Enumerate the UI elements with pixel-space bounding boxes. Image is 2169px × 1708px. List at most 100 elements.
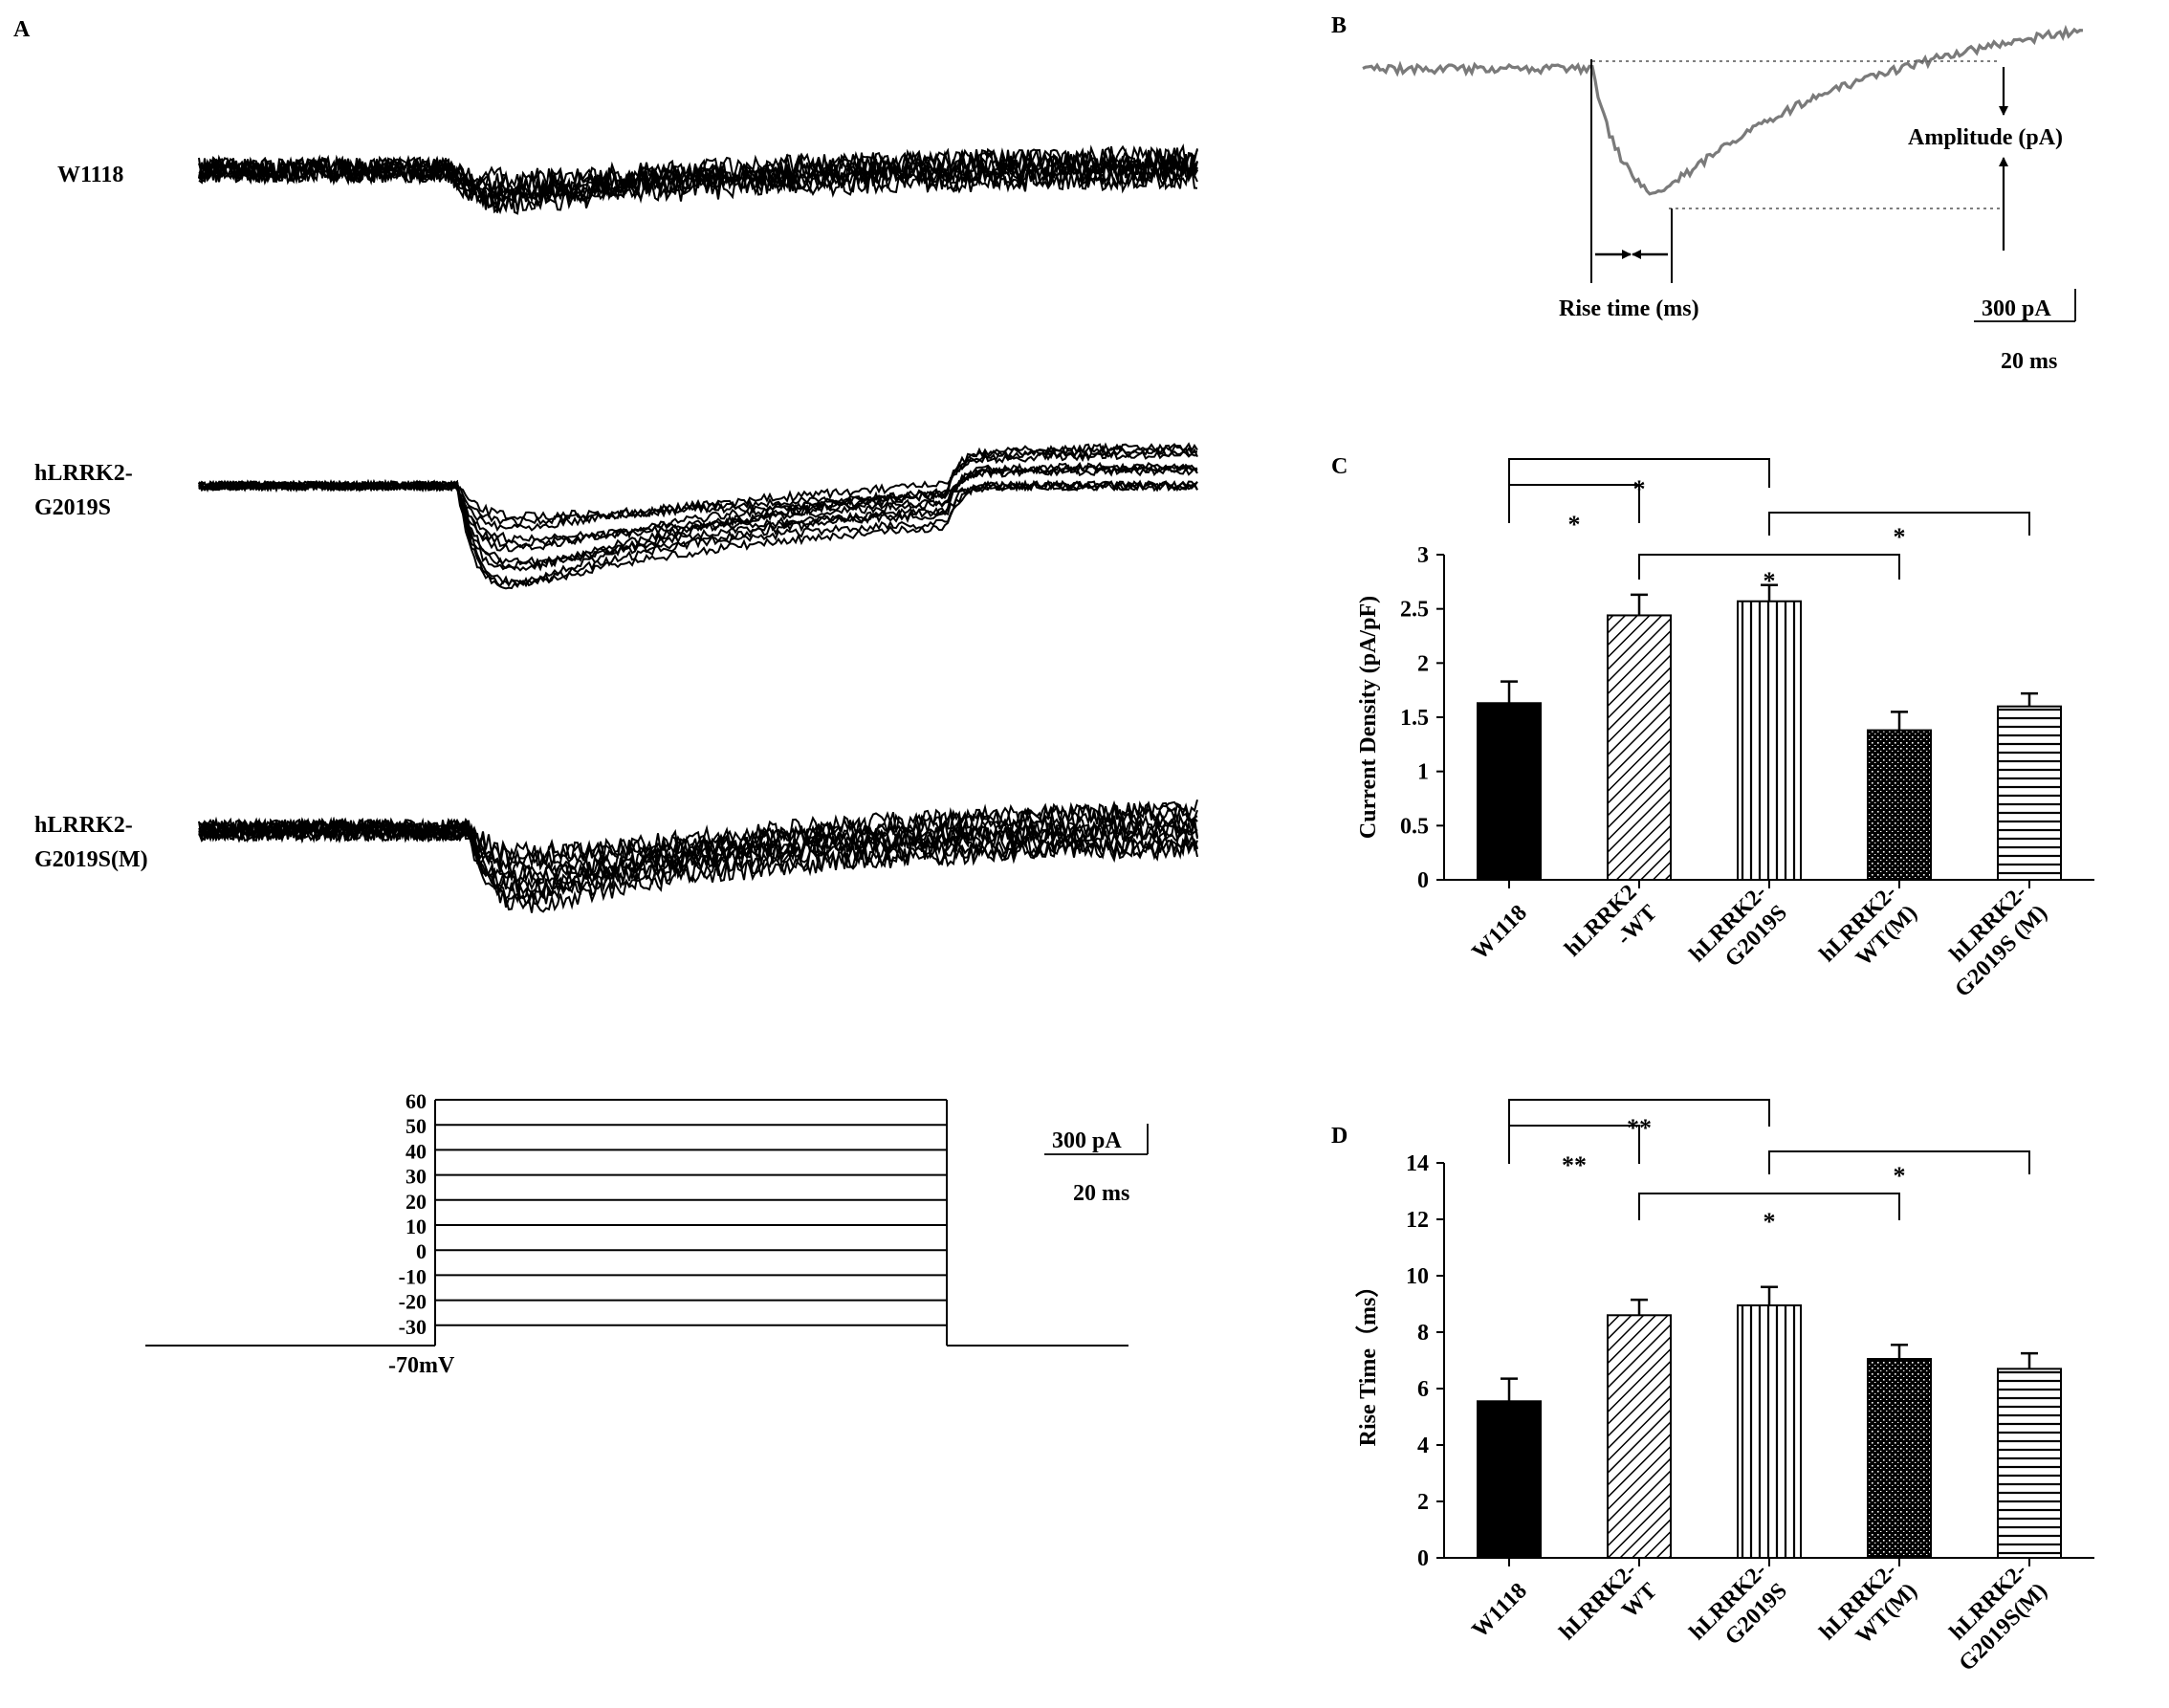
bar [1607, 614, 1672, 881]
x-tick-label: hLRRK2-G2019S [1685, 1558, 1792, 1650]
current-trace [198, 444, 1198, 572]
x-tick-label: W1118 [1467, 1579, 1531, 1643]
protocol-step-lines [145, 1099, 1128, 1347]
x-tick-label-line: W1118 [1467, 901, 1531, 965]
significance-marker: * [1894, 523, 1906, 551]
current-traces-g2019s [198, 442, 1198, 590]
x-tick-label: hLRRK2-G2019S [1685, 880, 1792, 972]
y-tick-label: 0 [1417, 1546, 1429, 1571]
trace-label-line: G2019S [34, 495, 111, 520]
panel-a-label: A [13, 17, 31, 42]
bar [1737, 600, 1802, 881]
current-trace [198, 442, 1198, 590]
significance-bracket [1508, 1125, 1640, 1164]
voltage-step-label: 10 [405, 1215, 427, 1238]
bar [1477, 702, 1542, 881]
scale-bar-a: 300 pA 20 ms [1044, 1124, 1149, 1206]
panel-a: A W1118 hLRRK2- G2019S hLRRK2- G2019S(M)… [13, 17, 1198, 1378]
significance-bracket [1638, 1193, 1900, 1220]
scale-bar-current-label: 300 pA [1052, 1128, 1122, 1153]
trace-label-line: W1118 [57, 163, 123, 187]
current-trace [198, 817, 1198, 910]
trace-label-line: hLRRK2- [34, 461, 133, 486]
example-current-trace [1362, 24, 2084, 196]
voltage-step-label: 20 [405, 1190, 427, 1214]
current-trace [198, 800, 1198, 905]
significance-marker: * [1764, 567, 1776, 595]
voltage-step-label: 50 [405, 1114, 427, 1138]
x-tick-label: hLRRK2-WT [1555, 1558, 1662, 1645]
bar [1607, 1314, 1672, 1560]
significance-marker: * [1894, 1162, 1906, 1190]
y-tick-label: 2.5 [1400, 598, 1429, 623]
significance-marker: ** [1562, 1151, 1587, 1179]
bar [1737, 1303, 1802, 1559]
current-trace [198, 145, 1198, 214]
voltage-step-label: -10 [399, 1264, 427, 1288]
y-tick-label: 2 [1417, 651, 1429, 676]
significance-bracket [1508, 484, 1640, 523]
y-tick-label: 6 [1417, 1377, 1429, 1402]
y-tick-label: 3 [1417, 543, 1429, 568]
voltage-step-label: 0 [416, 1239, 427, 1263]
panel-d-label: D [1331, 1124, 1347, 1149]
current-traces-g2019s-m [198, 799, 1198, 913]
scale-bar-b: 300 pA 20 ms [1974, 289, 2076, 374]
bar [1867, 1358, 1932, 1560]
x-tick-label: hLRRK2-WT [1560, 880, 1662, 961]
y-tick-label: 1 [1417, 760, 1429, 785]
significance-marker: ** [1627, 1114, 1652, 1142]
significance-marker: * [1764, 1208, 1776, 1236]
panel-c-label: C [1331, 454, 1347, 479]
y-axis-title: Rise Time（ms） [1355, 1275, 1381, 1447]
voltage-step-label: -20 [399, 1290, 427, 1314]
significance-bracket [1768, 512, 2030, 536]
y-tick-label: 0.5 [1400, 814, 1429, 839]
current-traces-w1118 [198, 143, 1198, 215]
y-tick-label: 2 [1417, 1490, 1429, 1515]
voltage-step-label: -30 [399, 1315, 427, 1339]
x-tick-label-line: W1118 [1467, 1579, 1531, 1643]
bar [1867, 729, 1932, 881]
x-tick-label: hLRRK2-WT(M) [1815, 880, 1922, 971]
current-trace [198, 479, 1198, 566]
y-tick-label: 14 [1406, 1151, 1429, 1176]
y-tick-label: 12 [1406, 1208, 1429, 1233]
x-tick-label: hLRRK2-G2019S (M) [1945, 880, 2052, 1002]
bar [1997, 705, 2062, 882]
voltage-step-label: 30 [405, 1165, 427, 1189]
trace-label-g2019s-m: hLRRK2- G2019S(M) [34, 813, 148, 872]
bar [1477, 1400, 1542, 1560]
y-tick-label: 8 [1417, 1321, 1429, 1346]
voltage-step-label: 40 [405, 1139, 427, 1163]
scale-bar-time-label: 20 ms [2001, 349, 2057, 374]
x-tick-label: W1118 [1467, 901, 1531, 965]
significance-bracket [1768, 1150, 2030, 1174]
x-tick-label: hLRRK2-WT(M) [1815, 1558, 1922, 1649]
holding-potential-label: -70mV [388, 1353, 455, 1378]
trace-label-w1118: W1118 [57, 163, 123, 187]
y-tick-label: 4 [1417, 1434, 1429, 1458]
trace-label-line: G2019S(M) [34, 847, 148, 872]
rise-time-chart: 0 2 4 6 8 10 12 14 Rise Time（ms） W1118 hLRRK2-WT hL… [1355, 1099, 2094, 1676]
trace-label-line: hLRRK2- [34, 813, 133, 838]
scale-bar-current-label: 300 pA [1982, 296, 2051, 321]
significance-marker: * [1633, 475, 1646, 503]
significance-bracket [1508, 458, 1770, 488]
y-tick-label: 10 [1406, 1264, 1429, 1289]
y-tick-label: 0 [1417, 868, 1429, 893]
voltage-step-label: 60 [405, 1089, 427, 1113]
panel-b-label: B [1331, 13, 1347, 38]
y-tick-label: 1.5 [1400, 706, 1429, 731]
scale-bar-time-label: 20 ms [1073, 1181, 1129, 1206]
bar [1997, 1368, 2062, 1559]
significance-bracket [1508, 1099, 1770, 1127]
current-trace [198, 154, 1198, 208]
trace-label-g2019s: hLRRK2- G2019S [34, 461, 133, 520]
y-axis-title: Current Density (pA/pF) [1356, 596, 1381, 839]
significance-bracket [1638, 554, 1900, 580]
amplitude-label: Amplitude (pA) [1908, 125, 2063, 150]
